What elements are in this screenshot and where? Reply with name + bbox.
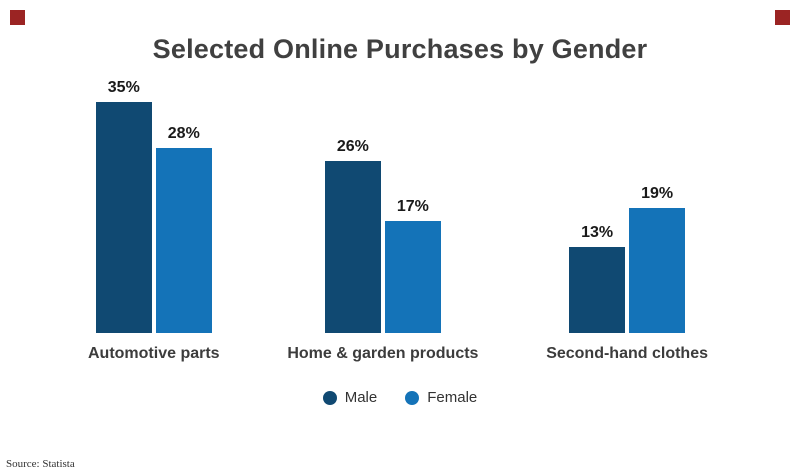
bar-group: 35% 28% Automotive parts (88, 79, 220, 367)
male-bar-column: 13% (569, 224, 626, 333)
female-bar (384, 221, 441, 333)
bar-value-label: 17% (396, 198, 429, 215)
bar-value-label: 28% (167, 125, 200, 142)
chart-area: 35% 28% Automotive parts 26% 17% Home & garde… (88, 67, 708, 367)
chart-title: Selected Online Purchases by Gender (152, 34, 648, 64)
bar-group: 26% 17% Home & garden products (287, 138, 478, 367)
male-bar (324, 161, 381, 333)
corner-accent-left (10, 10, 25, 25)
bar-group: 13% 19% Second-hand clothes (546, 185, 708, 367)
female-bar (629, 208, 686, 333)
corner-accent-right (775, 10, 790, 25)
bar-value-label: 26% (336, 138, 369, 155)
male-bar (569, 247, 626, 333)
source-attribution: Source: Statista (6, 458, 75, 470)
female-bar-column: 19% (629, 185, 686, 333)
category-label: Automotive parts (88, 345, 220, 362)
bar-value-label: 13% (581, 224, 614, 241)
bar-pair: 35% 28% (95, 79, 212, 333)
legend: Male Female (0, 389, 800, 406)
male-bar (95, 102, 152, 333)
female-bar (155, 148, 212, 333)
legend-dot-female (405, 390, 420, 405)
male-bar-column: 26% (324, 138, 381, 333)
bar-pair: 26% 17% (324, 138, 441, 333)
bar-value-label: 35% (107, 79, 140, 96)
legend-label: Female (427, 389, 478, 406)
category-label: Home & garden products (287, 345, 479, 362)
legend-item-female: Female (405, 389, 477, 406)
bar-value-label: 19% (641, 185, 674, 202)
female-bar-column: 28% (155, 125, 212, 333)
bar-pair: 13% 19% (569, 185, 686, 333)
legend-label: Male (344, 389, 378, 406)
legend-item-male: Male (322, 389, 378, 406)
female-bar-column: 17% (384, 198, 441, 333)
category-label: Second-hand clothes (546, 345, 708, 362)
legend-dot-male (322, 390, 337, 405)
male-bar-column: 35% (95, 79, 152, 333)
